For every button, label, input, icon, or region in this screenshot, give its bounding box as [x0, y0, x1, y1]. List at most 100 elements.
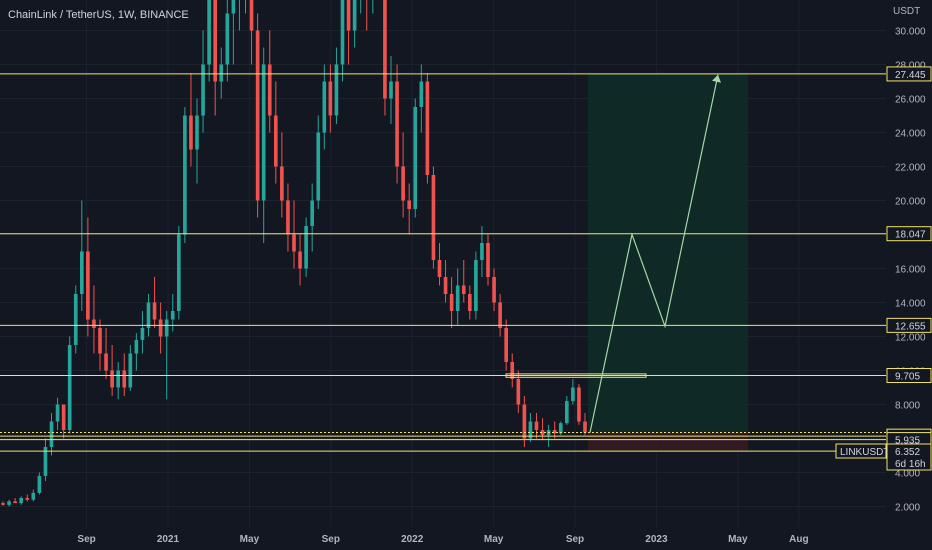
candle — [328, 64, 333, 133]
candle — [245, 0, 246, 14]
candle-body — [346, 0, 351, 31]
candle-body — [577, 387, 581, 422]
candle — [389, 56, 393, 124]
candle — [92, 285, 96, 354]
arrow-icon — [712, 74, 721, 83]
candle-body — [528, 421, 533, 439]
candle-body — [116, 370, 121, 388]
countdown-label: 6d 16h — [895, 459, 926, 470]
candle — [238, 0, 240, 31]
candle — [7, 499, 11, 507]
candle — [67, 336, 72, 434]
candle — [352, 0, 357, 48]
candle-body — [401, 166, 405, 201]
candle — [571, 379, 575, 405]
candle-body — [31, 492, 36, 500]
price-tick-label: 16.000 — [895, 265, 926, 276]
candle — [158, 302, 163, 354]
candle — [467, 285, 472, 320]
candle-body — [128, 353, 133, 388]
candle — [504, 319, 509, 371]
candle — [1, 501, 5, 506]
candle — [104, 328, 108, 379]
candle — [140, 311, 145, 354]
candle — [134, 333, 139, 371]
candle — [183, 107, 187, 243]
candle-body — [328, 81, 333, 116]
time-tick-label: May — [728, 534, 748, 545]
candle — [128, 345, 133, 391]
level-label-box — [886, 66, 932, 82]
candle-body — [534, 421, 539, 430]
long-position-target-zone[interactable] — [588, 73, 748, 433]
candle — [73, 285, 78, 354]
candle-body — [425, 81, 430, 175]
candle — [286, 183, 290, 252]
candle-body — [140, 328, 145, 340]
candle-body — [486, 243, 490, 277]
resistance-box[interactable] — [505, 373, 647, 378]
candle — [474, 251, 478, 320]
candle — [522, 396, 527, 447]
candle — [152, 277, 157, 328]
symbol-tag — [835, 443, 887, 459]
candle-body — [540, 430, 545, 436]
projection-path[interactable] — [589, 74, 719, 433]
last-price-label: 6.352 — [895, 447, 920, 458]
candle — [61, 404, 66, 439]
candle — [322, 64, 327, 150]
candle — [110, 345, 114, 396]
candle-body — [261, 64, 266, 201]
candle — [195, 98, 199, 184]
candle — [55, 397, 60, 430]
candle-body — [474, 260, 478, 311]
candle-body — [292, 234, 296, 252]
candle — [176, 226, 181, 320]
candle-body — [310, 200, 315, 226]
candle-body — [37, 475, 42, 493]
level-label-box — [886, 226, 932, 242]
time-axis[interactable] — [0, 527, 932, 550]
price-tick-label: 26.000 — [895, 95, 926, 106]
candle — [461, 260, 466, 303]
candle-body — [249, 0, 254, 31]
candle — [425, 73, 430, 184]
candle-body — [25, 498, 30, 500]
candle — [298, 234, 302, 286]
time-tick-label: May — [484, 534, 504, 545]
price-tick-label: 14.000 — [895, 299, 926, 310]
candle — [413, 98, 418, 218]
candle — [122, 353, 127, 396]
candle-body — [455, 285, 460, 311]
candle — [292, 200, 296, 269]
candle — [231, 0, 236, 65]
candle — [583, 413, 587, 436]
candle-body — [134, 339, 139, 354]
horizontal-levels — [0, 73, 886, 452]
candle-body — [498, 302, 502, 328]
candle-body — [255, 30, 260, 201]
candle-body — [564, 401, 569, 424]
candle-body — [316, 132, 321, 201]
candle-body — [571, 387, 575, 402]
long-position-stop-zone[interactable] — [588, 432, 748, 452]
candle — [304, 217, 308, 277]
candle-body — [231, 0, 236, 14]
candle — [13, 498, 17, 504]
candle-body — [122, 370, 127, 388]
candle — [401, 132, 405, 218]
candle — [189, 73, 193, 167]
price-tick-label: 24.000 — [895, 129, 926, 140]
candle-body — [49, 421, 54, 447]
time-tick-label: 2022 — [401, 534, 424, 545]
candle-body — [389, 81, 393, 99]
candle-body — [43, 447, 48, 476]
candle — [146, 294, 151, 337]
candle-body — [152, 302, 157, 320]
candle — [449, 277, 454, 328]
level-label-box — [886, 368, 932, 384]
candle-body — [110, 370, 114, 388]
currency-label: USDT — [893, 6, 920, 17]
